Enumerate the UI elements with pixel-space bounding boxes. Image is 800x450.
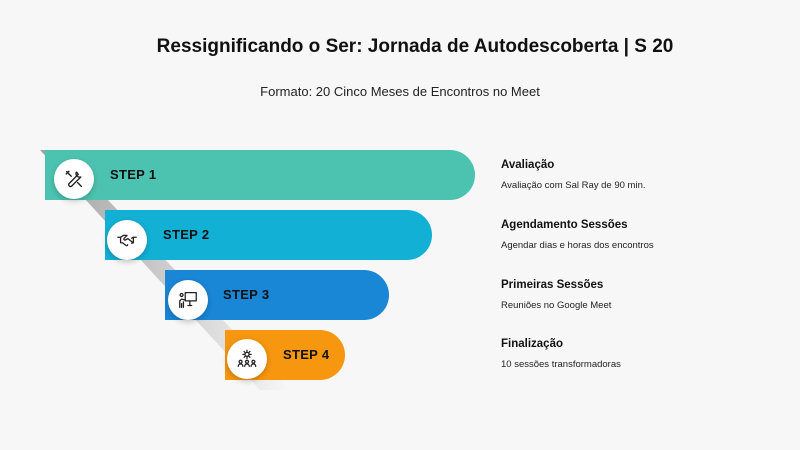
step-2-title: Agendamento Sessões — [501, 219, 628, 231]
step-4-info: Finalização 10 sessões transformadoras — [501, 338, 781, 370]
step-1-info: Avaliação Avaliação com Sal Ray de 90 mi… — [501, 159, 781, 191]
page-title: Ressignificando o Ser: Jornada de Autode… — [156, 36, 674, 57]
step-1-label: STEP 1 — [110, 167, 157, 182]
step-4-icon-circle — [227, 339, 267, 379]
handshake-icon — [117, 234, 137, 247]
step-3-info: Primeiras Sessões Reuniões no Google Mee… — [501, 279, 781, 311]
step-1-desc: Avaliação com Sal Ray de 90 min. — [501, 180, 646, 191]
team-gear-icon — [237, 349, 257, 367]
step-4-label: STEP 4 — [283, 347, 330, 362]
step-2-icon-circle — [107, 220, 147, 260]
page-subtitle: Formato: 20 Cinco Meses de Encontros no … — [260, 84, 540, 99]
step-1-icon-circle — [54, 159, 94, 199]
presentation-icon — [179, 292, 197, 308]
tools-icon — [65, 170, 83, 188]
step-3-label: STEP 3 — [223, 287, 270, 302]
step-2-desc: Agendar dias e horas dos encontros — [501, 240, 654, 251]
step-4-title: Finalização — [501, 338, 563, 350]
step-2-label: STEP 2 — [163, 227, 210, 242]
step-2-bar: STEP 2 — [105, 210, 432, 260]
step-1-bar: STEP 1 — [45, 150, 475, 200]
step-3-desc: Reuniões no Google Meet — [501, 300, 612, 311]
step-2-info: Agendamento Sessões Agendar dias e horas… — [501, 219, 781, 251]
step-3-icon-circle — [168, 280, 208, 320]
step-3-title: Primeiras Sessões — [501, 279, 604, 291]
step-1-title: Avaliação — [501, 159, 555, 171]
step-4-desc: 10 sessões transformadoras — [501, 359, 621, 370]
